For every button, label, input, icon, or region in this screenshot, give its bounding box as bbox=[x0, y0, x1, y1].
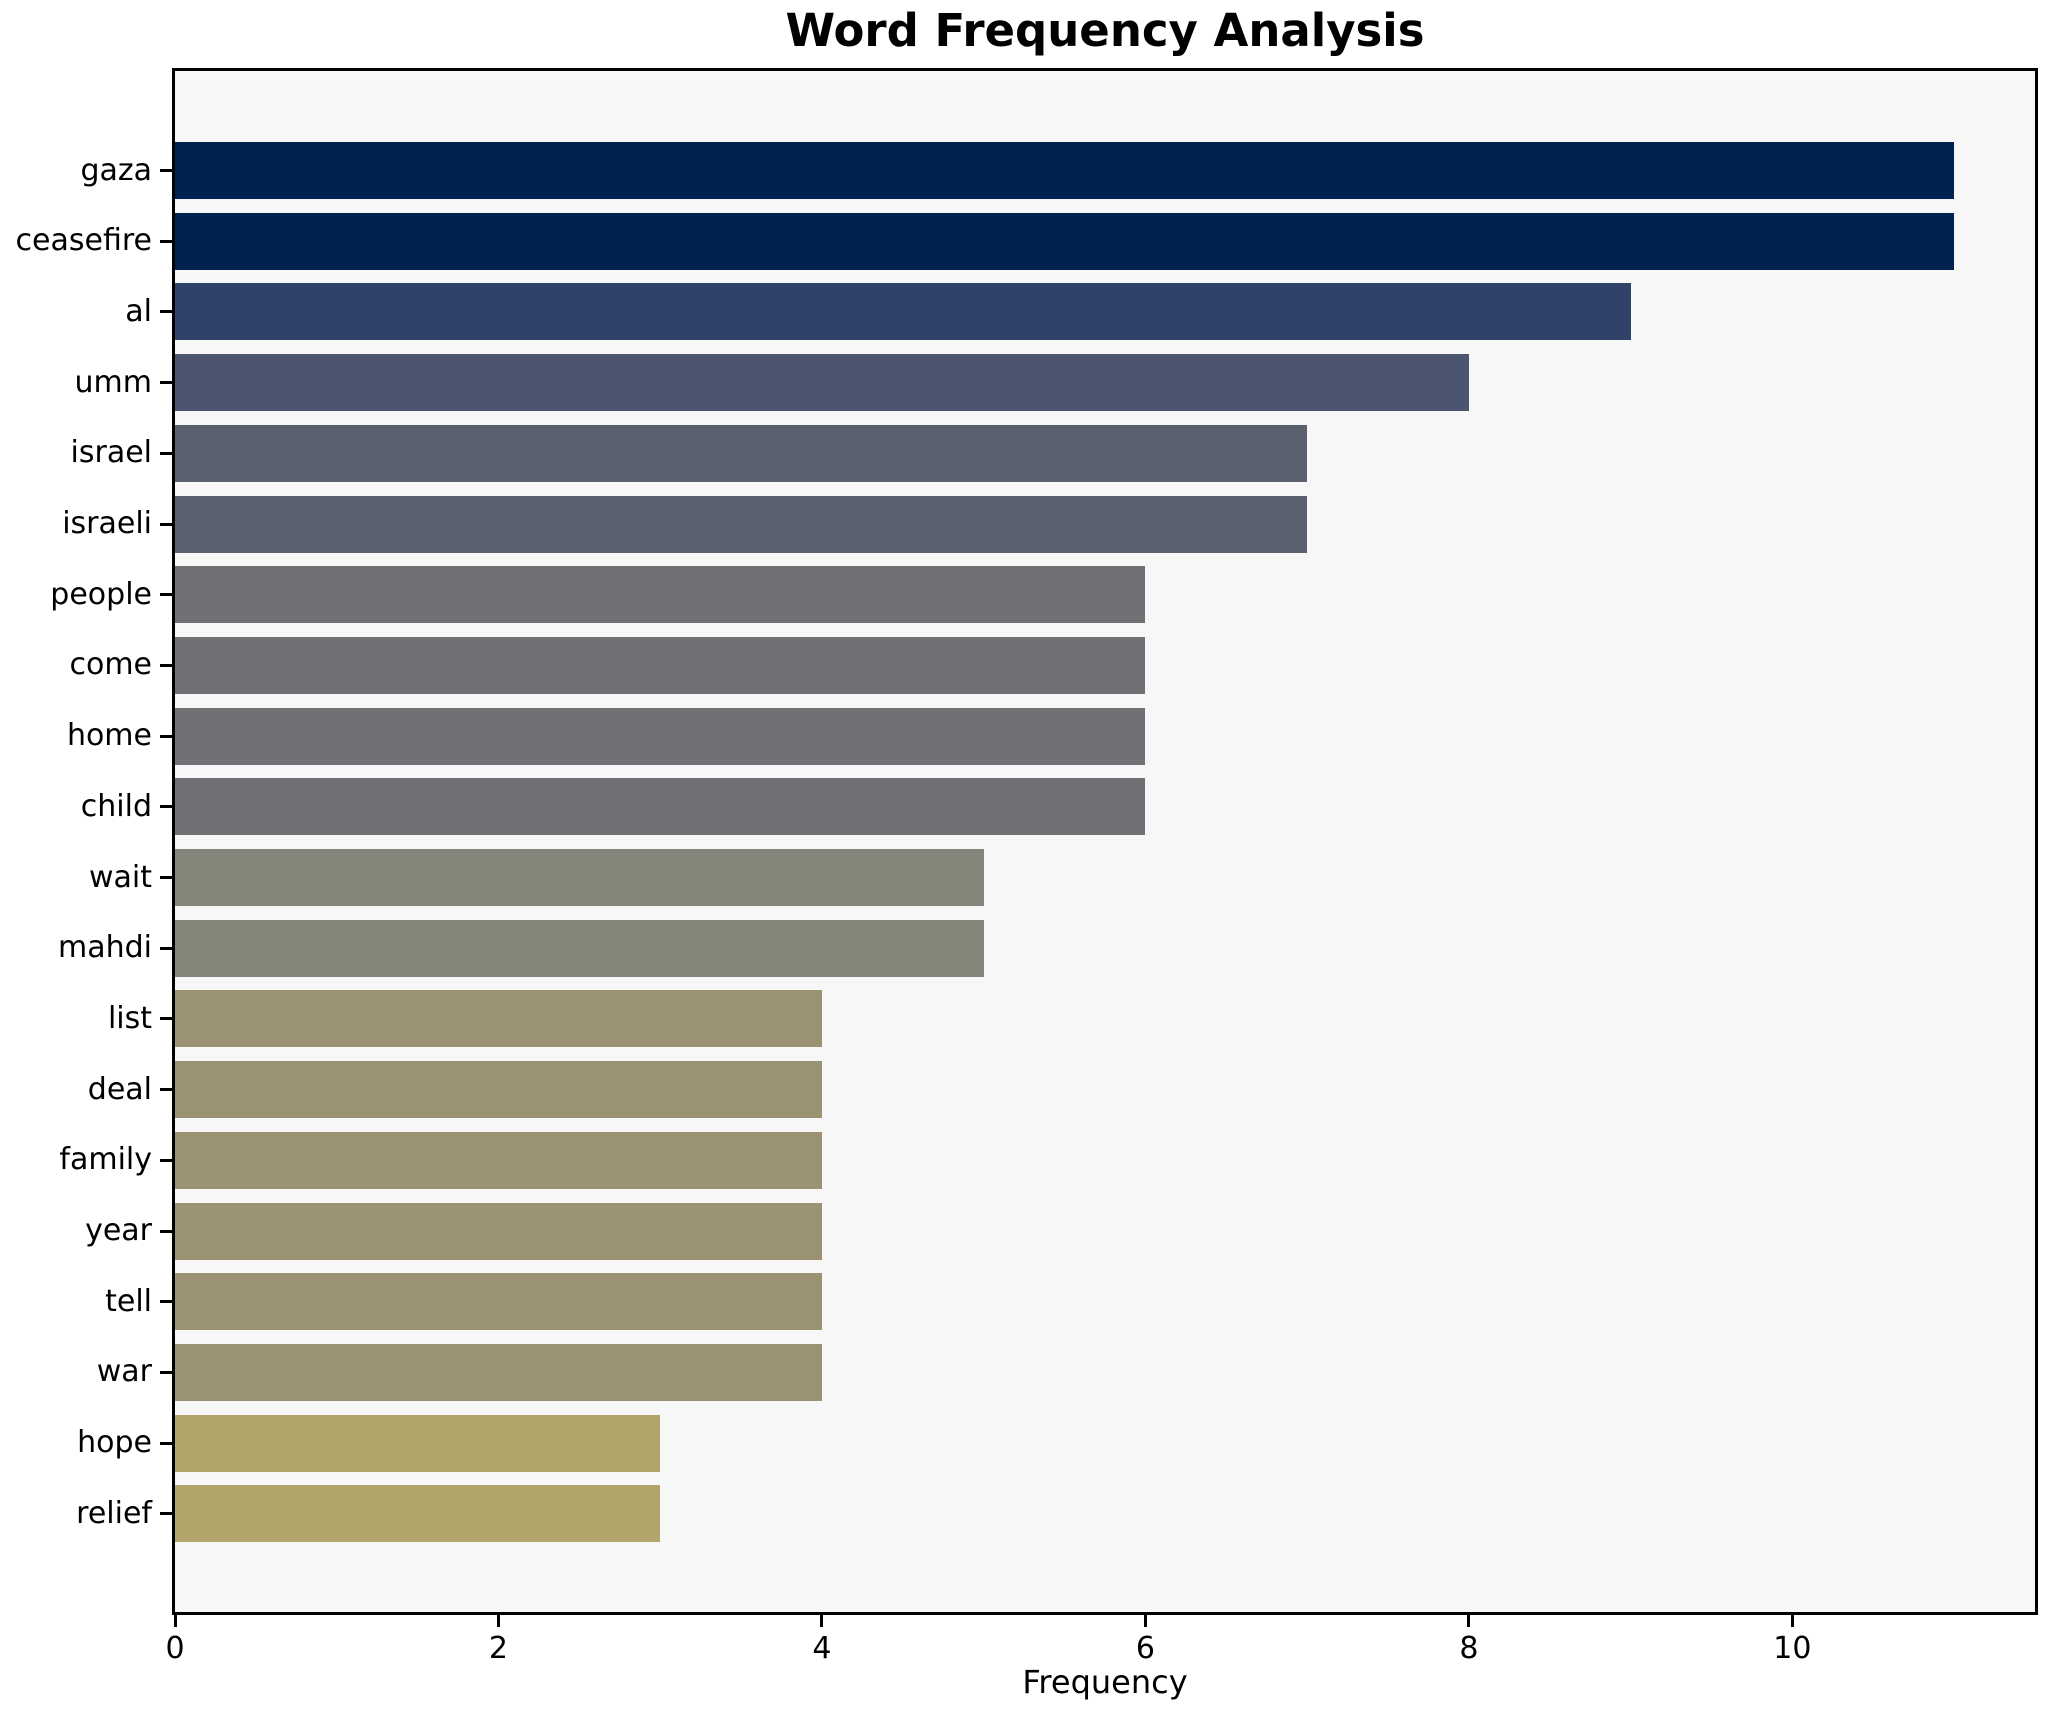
y-tick-mark bbox=[160, 451, 172, 455]
bar bbox=[175, 142, 1955, 199]
bar bbox=[175, 212, 1955, 270]
axis-spine-right bbox=[2035, 68, 2038, 1615]
y-tick-mark bbox=[160, 381, 172, 385]
x-tick-mark bbox=[1143, 1615, 1147, 1627]
y-tick-label: tell bbox=[105, 1283, 152, 1319]
y-tick-label: gaza bbox=[80, 152, 152, 188]
y-tick-mark bbox=[160, 1512, 172, 1516]
y-tick-mark bbox=[160, 1441, 172, 1445]
bar bbox=[175, 707, 1146, 765]
x-tick-mark bbox=[1790, 1615, 1794, 1627]
y-tick-mark bbox=[160, 239, 172, 243]
axis-spine-bottom bbox=[172, 1612, 2038, 1615]
bar bbox=[175, 424, 1308, 482]
y-tick-label: people bbox=[50, 576, 152, 612]
y-tick-mark bbox=[160, 593, 172, 597]
x-tick-mark bbox=[820, 1615, 824, 1627]
bar bbox=[175, 1202, 822, 1260]
y-tick-label: ceasefire bbox=[15, 223, 152, 259]
y-tick-mark bbox=[160, 310, 172, 314]
bar bbox=[175, 283, 1631, 341]
y-tick-label: list bbox=[107, 1000, 152, 1036]
bar bbox=[175, 1061, 822, 1119]
chart-title: Word Frequency Analysis bbox=[785, 4, 1425, 57]
axis-spine-top bbox=[172, 68, 2038, 71]
bar bbox=[175, 566, 1146, 624]
x-tick-label: 6 bbox=[1135, 1631, 1155, 1666]
y-tick-label: hope bbox=[77, 1425, 152, 1461]
y-tick-label: come bbox=[69, 647, 152, 683]
x-tick-mark bbox=[1467, 1615, 1471, 1627]
bar bbox=[175, 1273, 822, 1331]
y-tick-label: child bbox=[80, 788, 152, 824]
bar bbox=[175, 1131, 822, 1189]
y-tick-mark bbox=[160, 1017, 172, 1021]
bar bbox=[175, 849, 984, 906]
x-tick-label: 2 bbox=[488, 1631, 509, 1666]
y-tick-label: umm bbox=[74, 364, 152, 400]
x-tick-label: 0 bbox=[165, 1631, 185, 1666]
y-tick-mark bbox=[160, 734, 172, 738]
y-tick-mark bbox=[160, 169, 172, 172]
y-tick-label: wait bbox=[88, 859, 152, 895]
x-tick-mark bbox=[173, 1615, 177, 1627]
y-tick-mark bbox=[160, 805, 172, 809]
y-tick-label: israeli bbox=[62, 506, 152, 541]
y-tick-mark bbox=[160, 1300, 172, 1304]
bar bbox=[175, 495, 1308, 553]
bar bbox=[175, 919, 984, 977]
y-tick-mark bbox=[160, 1088, 172, 1092]
y-tick-label: deal bbox=[87, 1071, 152, 1107]
y-tick-mark bbox=[160, 663, 172, 667]
y-tick-mark bbox=[160, 522, 172, 526]
axis-spine-left bbox=[172, 68, 175, 1615]
y-tick-label: mahdi bbox=[58, 930, 152, 966]
bar bbox=[175, 990, 822, 1048]
x-tick-label: 4 bbox=[812, 1631, 832, 1666]
bar bbox=[175, 1485, 661, 1543]
y-tick-label: relief bbox=[76, 1495, 152, 1531]
y-tick-mark bbox=[160, 1229, 172, 1233]
y-tick-label: war bbox=[96, 1354, 152, 1390]
y-tick-mark bbox=[160, 946, 172, 950]
y-tick-label: home bbox=[66, 718, 152, 754]
bar bbox=[175, 1414, 661, 1472]
y-tick-label: israel bbox=[70, 435, 152, 471]
y-tick-mark bbox=[160, 1370, 172, 1374]
y-tick-label: family bbox=[59, 1142, 152, 1178]
x-tick-label: 10 bbox=[1773, 1631, 1812, 1666]
bar bbox=[175, 354, 1469, 412]
y-tick-label: al bbox=[125, 293, 152, 329]
y-tick-mark bbox=[160, 1158, 172, 1162]
bar bbox=[175, 636, 1146, 694]
x-axis-title: Frequency bbox=[1022, 1663, 1188, 1701]
bar bbox=[175, 778, 1146, 836]
y-tick-label: year bbox=[85, 1213, 152, 1248]
x-tick-label: 8 bbox=[1459, 1631, 1479, 1666]
x-tick-mark bbox=[496, 1615, 500, 1627]
y-tick-mark bbox=[160, 876, 172, 879]
bar bbox=[175, 1343, 822, 1401]
